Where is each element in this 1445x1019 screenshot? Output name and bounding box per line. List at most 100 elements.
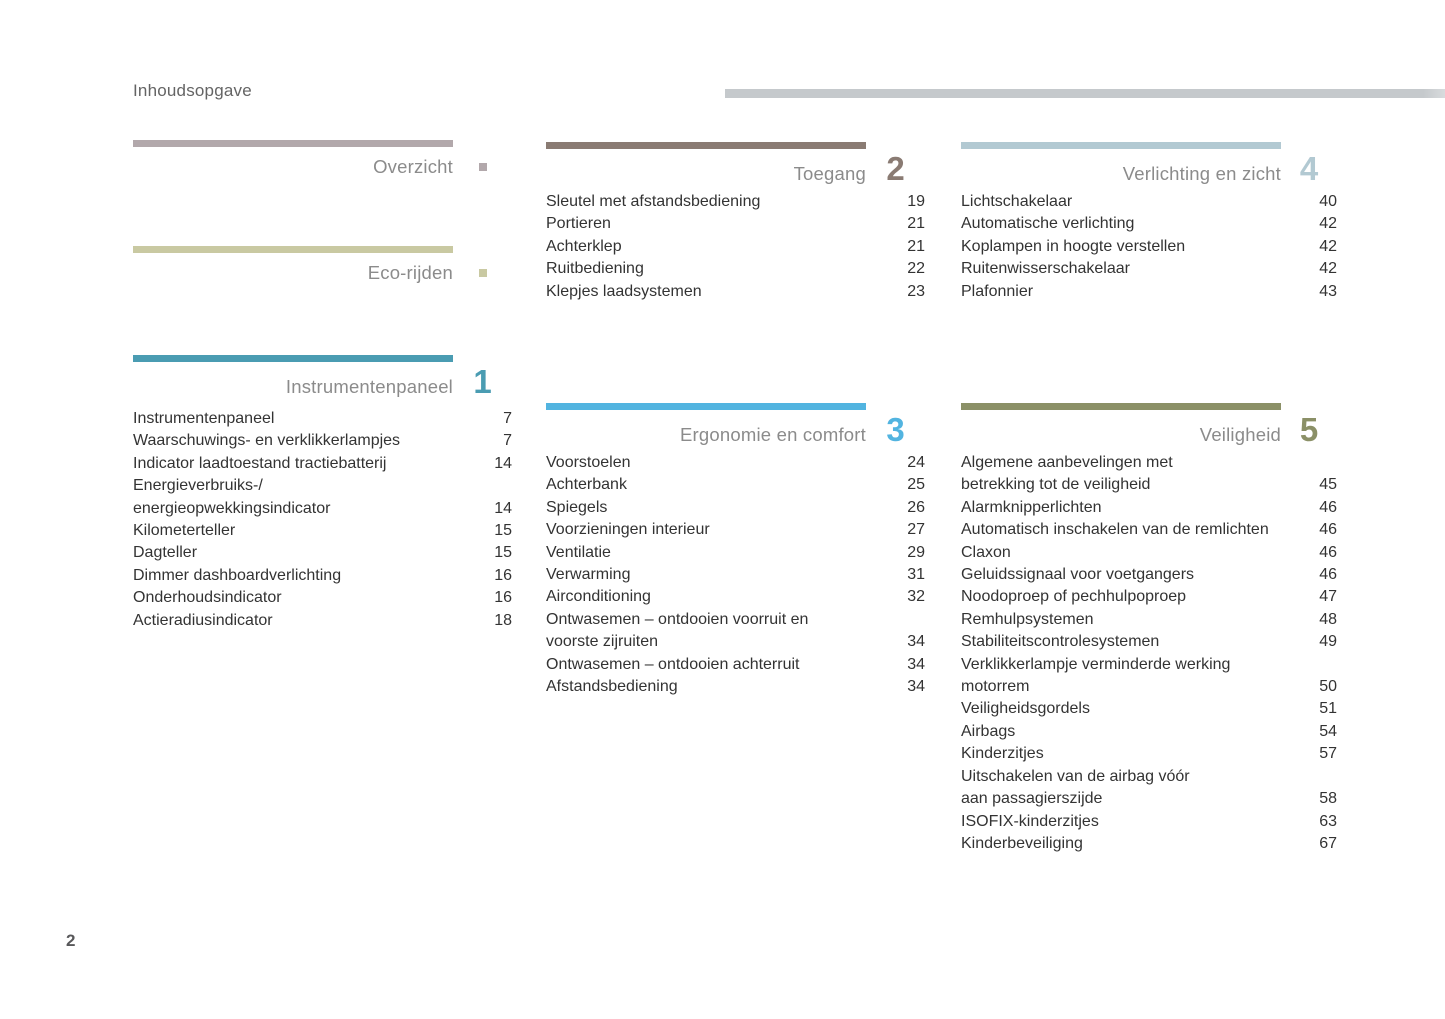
toc-item-page: 14 bbox=[494, 499, 512, 517]
toc-item: Ventilatie 29 bbox=[546, 542, 925, 564]
toc-item-page: 7 bbox=[503, 432, 512, 450]
toc-item-page: 34 bbox=[907, 655, 925, 673]
toc-item-label: Remhulpsystemen bbox=[961, 610, 1094, 628]
section-accent-bar bbox=[961, 142, 1281, 149]
toc-item: Klepjes laadsystemen 23 bbox=[546, 281, 925, 303]
toc-item: Ontwasemen – ontdooien voorruit en voors… bbox=[546, 609, 925, 654]
toc-item-page: 32 bbox=[907, 588, 925, 606]
toc-item-label: Alarmknipperlichten bbox=[961, 498, 1102, 516]
toc-item-label: ISOFIX-kinderzitjes bbox=[961, 812, 1099, 830]
section-title: Instrumentenpaneel bbox=[285, 376, 453, 397]
toc-list: Algemene aanbevelingen met betrekking to… bbox=[961, 452, 1337, 855]
section-verlichting-en-zicht: Verlichting en zicht 4 Lichtschakelaar 4… bbox=[961, 142, 1337, 303]
toc-item-label: Stabiliteitscontrolesystemen bbox=[961, 633, 1160, 651]
toc-item: ISOFIX-kinderzitjes 63 bbox=[961, 811, 1337, 833]
toc-item-label: Ruitenwisserschakelaar bbox=[961, 260, 1130, 278]
section-accent-bar bbox=[133, 246, 453, 253]
page-number: 2 bbox=[66, 931, 76, 950]
page-title: Inhoudsopgave bbox=[133, 81, 252, 100]
toc-item: Kilometerteller 15 bbox=[133, 520, 512, 542]
toc-item-page: 7 bbox=[503, 410, 512, 427]
toc-item-label: Energieverbruiks-/ energieopwekkingsindi… bbox=[133, 477, 331, 517]
toc-item-page: 46 bbox=[1319, 498, 1337, 516]
toc-item-page: 27 bbox=[907, 521, 925, 539]
toc-item-label: Uitschakelen van de airbag vóór aan pass… bbox=[961, 767, 1190, 808]
toc-item-page: 16 bbox=[494, 589, 512, 607]
toc-item-page: 54 bbox=[1319, 722, 1337, 740]
section-accent-bar bbox=[546, 403, 866, 410]
toc-item: Airconditioning 32 bbox=[546, 586, 925, 608]
section-toegang: Toegang 2 Sleutel met afstandsbediening … bbox=[546, 142, 925, 303]
toc-item-page: 29 bbox=[907, 543, 925, 561]
toc-item-page: 58 bbox=[1319, 790, 1337, 808]
toc-item-label: Achterklep bbox=[546, 237, 622, 255]
toc-item-page: 67 bbox=[1319, 834, 1337, 852]
toc-item: Koplampen in hoogte verstellen 42 bbox=[961, 236, 1337, 258]
section-title: Veiligheid bbox=[1199, 424, 1281, 445]
toc-item-page: 15 bbox=[494, 522, 512, 540]
toc-item: Geluidssignaal voor voetgangers 46 bbox=[961, 564, 1337, 586]
toc-item-page: 22 bbox=[907, 260, 925, 278]
toc-item: Sleutel met afstandsbediening 19 bbox=[546, 191, 925, 213]
toc-item-page: 42 bbox=[1319, 237, 1337, 255]
toc-item-page: 57 bbox=[1319, 745, 1337, 763]
toc-item-label: Indicator laadtoestand tractiebatterij bbox=[133, 454, 387, 472]
toc-item-label: Veiligheidsgordels bbox=[961, 700, 1090, 718]
toc-item-page: 46 bbox=[1319, 566, 1337, 584]
toc-item-label: Spiegels bbox=[546, 498, 608, 516]
toc-item: Claxon 46 bbox=[961, 542, 1337, 564]
toc-item: Verklikkerlampje verminderde werking mot… bbox=[961, 654, 1337, 699]
square-bullet-icon bbox=[478, 163, 487, 171]
toc-item-label: Algemene aanbevelingen met betrekking to… bbox=[961, 454, 1173, 494]
toc-item-label: Ontwasemen – ontdooien achterruit bbox=[546, 655, 800, 673]
toc-item: Voorzieningen interieur 27 bbox=[546, 519, 925, 541]
section-title: Overzicht bbox=[373, 156, 453, 177]
section-number: 2 bbox=[886, 150, 905, 187]
toc-item-page: 50 bbox=[1319, 678, 1337, 696]
toc-item: Ruitbediening 22 bbox=[546, 258, 925, 280]
toc-item-label: Kilometerteller bbox=[133, 522, 236, 540]
header-rule bbox=[725, 89, 1445, 98]
toc-list: Lichtschakelaar 40 Automatische verlicht… bbox=[961, 191, 1337, 303]
toc-item-page: 42 bbox=[1319, 215, 1337, 233]
toc-list: Voorstoelen 24 Achterbank 25 Spiegels 26… bbox=[546, 452, 925, 698]
toc-item-label: Instrumentenpaneel bbox=[133, 410, 275, 427]
toc-item: Algemene aanbevelingen met betrekking to… bbox=[961, 452, 1337, 497]
toc-item-label: Claxon bbox=[961, 543, 1011, 561]
toc-item-label: Dagteller bbox=[133, 544, 198, 562]
toc-item: Alarmknipperlichten 46 bbox=[961, 497, 1337, 519]
toc-item: Dimmer dashboardverlichting 16 bbox=[133, 565, 512, 587]
toc-item-label: Airconditioning bbox=[546, 588, 651, 606]
toc-item-label: Voorstoelen bbox=[546, 454, 631, 471]
toc-item-label: Verklikkerlampje verminderde werking mot… bbox=[961, 655, 1231, 696]
toc-item-page: 48 bbox=[1319, 610, 1337, 628]
section-marker-cell bbox=[453, 163, 512, 171]
toc-item-label: Kinderzitjes bbox=[961, 745, 1044, 763]
toc-item-page: 21 bbox=[907, 237, 925, 255]
toc-item: Kinderbeveiliging 67 bbox=[961, 833, 1337, 855]
toc-item-page: 43 bbox=[1319, 282, 1337, 300]
toc-item-label: Dimmer dashboardverlichting bbox=[133, 566, 342, 584]
section-number: 3 bbox=[886, 411, 905, 448]
square-bullet-icon bbox=[478, 269, 487, 277]
toc-item-label: Achterbank bbox=[546, 476, 627, 494]
section-accent-bar bbox=[133, 140, 453, 147]
toc-item-page: 34 bbox=[907, 633, 925, 651]
toc-item-page: 24 bbox=[907, 454, 925, 471]
section-veiligheid: Veiligheid 5 Algemene aanbevelingen met … bbox=[961, 403, 1337, 855]
toc-item-page: 23 bbox=[907, 282, 925, 300]
toc-item-label: Automatisch inschakelen van de remlichte… bbox=[961, 521, 1269, 539]
toc-item-page: 63 bbox=[1319, 812, 1337, 830]
toc-item: Dagteller 15 bbox=[133, 542, 512, 564]
toc-item: Ruitenwisserschakelaar 42 bbox=[961, 258, 1337, 280]
toc-item-page: 14 bbox=[494, 454, 512, 472]
toc-item-label: Onderhoudsindicator bbox=[133, 589, 282, 607]
toc-item: Energieverbruiks-/ energieopwekkingsindi… bbox=[133, 475, 512, 520]
toc-list: Instrumentenpaneel 7 Waarschuwings- en v… bbox=[133, 408, 512, 632]
toc-item-label: Klepjes laadsystemen bbox=[546, 282, 702, 300]
toc-item-page: 49 bbox=[1319, 633, 1337, 651]
toc-item-label: Koplampen in hoogte verstellen bbox=[961, 237, 1186, 255]
toc-item-page: 31 bbox=[907, 566, 925, 584]
toc-item: Achterklep 21 bbox=[546, 236, 925, 258]
toc-item-page: 46 bbox=[1319, 521, 1337, 539]
